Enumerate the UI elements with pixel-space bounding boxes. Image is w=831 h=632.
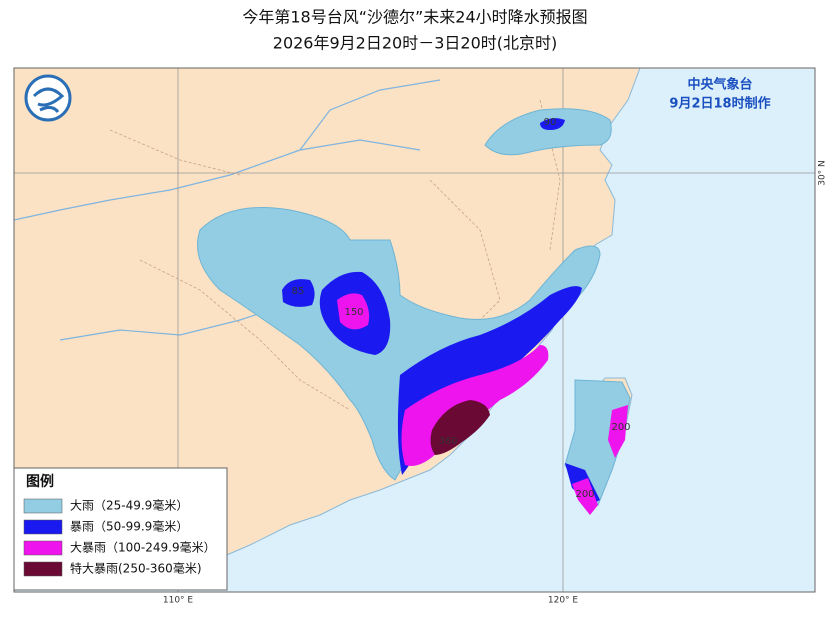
map-label: 200	[575, 489, 594, 500]
logo-mark	[32, 87, 65, 113]
rain-extreme	[337, 293, 370, 330]
rain-torrential	[282, 279, 315, 307]
rain-torrential	[540, 118, 565, 130]
grid-label: 30° N	[818, 160, 828, 186]
map-label: 360	[438, 436, 457, 447]
map-label: 85	[292, 286, 305, 297]
legend-label: 暴雨（50-99.9毫米）	[70, 519, 188, 534]
map-title: 今年第18号台风“沙德尔”未来24小时降水预报图	[242, 8, 587, 27]
map-subtitle: 2026年9月2日20时－3日20时(北京时)	[273, 34, 557, 53]
map-label: 200	[611, 422, 630, 433]
legend-title: 图例	[26, 473, 54, 490]
legend-label: 大雨（25-49.9毫米）	[70, 498, 188, 513]
legend-swatch	[23, 519, 63, 535]
logo	[24, 74, 72, 122]
grid-label: 110° E	[163, 596, 194, 606]
map-label: 150	[344, 307, 363, 318]
rain-extreme	[572, 405, 628, 515]
rain-heavy	[484, 108, 612, 156]
legend-label: 特大暴雨(250-360毫米)	[70, 561, 202, 576]
agency-name: 中央气象台	[687, 77, 752, 93]
agency-issued: 9月2日18时制作	[669, 96, 770, 112]
legend-swatch	[23, 540, 63, 556]
grid-label: 120° E	[548, 596, 579, 606]
map-label: 90	[544, 117, 557, 128]
legend: 图例 大雨（25-49.9毫米） 暴雨（50-99.9毫米） 大暴雨（100-249…	[13, 467, 228, 591]
legend-swatch	[23, 561, 63, 577]
borders	[109, 99, 561, 411]
map-border	[13, 67, 816, 593]
legend-label: 大暴雨（100-249.9毫米）	[70, 540, 216, 555]
rain-severe	[430, 400, 490, 455]
legend-swatch	[23, 498, 63, 514]
